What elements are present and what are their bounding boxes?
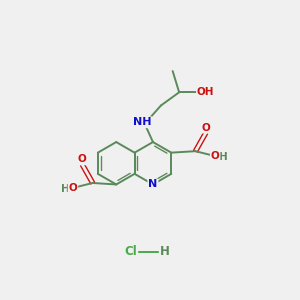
Text: H: H [160,245,170,258]
Text: H: H [219,152,227,162]
Text: NH: NH [133,117,152,127]
Text: O: O [211,152,220,161]
Text: OH: OH [197,87,214,97]
Text: O: O [201,123,210,133]
Text: H: H [61,184,69,194]
Text: Cl: Cl [124,245,137,258]
Text: O: O [78,154,87,164]
Text: O: O [69,183,77,193]
Text: N: N [148,179,158,190]
